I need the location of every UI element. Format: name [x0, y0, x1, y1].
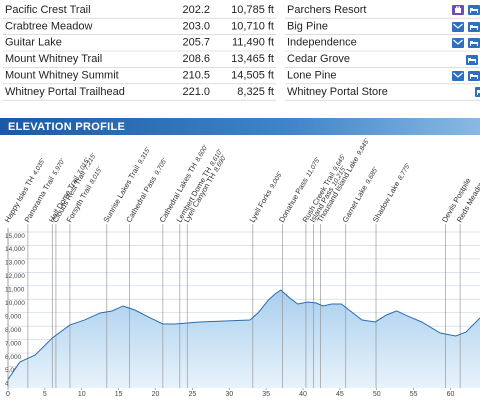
- trail-mile: 210.5: [182, 70, 210, 82]
- trail-name: Guitar Lake: [5, 37, 62, 49]
- trail-elevation: 13,465 ft: [231, 53, 274, 65]
- x-tick-label: 55: [410, 391, 418, 398]
- landmark-elevation: 11,075': [305, 156, 322, 178]
- y-tick-label: 7,000: [5, 340, 22, 347]
- landmark-elevation: 9,845': [356, 137, 371, 157]
- service-town: Independence: [287, 37, 357, 49]
- lodging-icon: [468, 5, 480, 15]
- x-tick-label: 25: [188, 391, 196, 398]
- y-tick-label: 12,000: [5, 273, 25, 280]
- trail-name: Whitney Portal Trailhead: [5, 86, 125, 98]
- landmark-elevation: 9,005': [269, 170, 284, 190]
- y-tick-label: 9,000: [5, 313, 22, 320]
- landmark-elevation: 8,600': [194, 143, 209, 163]
- x-tick-label: 60: [447, 391, 455, 398]
- landmark-elevation: 5,970': [51, 157, 66, 177]
- service-town: Parchers Resort: [287, 4, 366, 16]
- chart-title: ELEVATION PROFILE: [8, 121, 125, 133]
- trail-mile: 208.6: [182, 53, 210, 65]
- trail-name: Mount Whitney Summit: [5, 70, 119, 82]
- landmark-elevation: 8,015': [89, 166, 104, 186]
- landmark-elevation: 9,315': [137, 146, 152, 166]
- x-tick-label: 20: [152, 391, 160, 398]
- trail-elevation: 10,710 ft: [231, 20, 274, 32]
- y-tick-label: 13,000: [5, 260, 25, 267]
- x-tick-label: 45: [336, 391, 344, 398]
- service-town: Big Pine: [287, 20, 328, 32]
- y-tick-label: 8,000: [5, 327, 22, 334]
- trail-name: Crabtree Meadow: [5, 20, 92, 32]
- lodging-icon: [468, 71, 480, 81]
- profile-area: [8, 289, 480, 388]
- lodging-icon: [466, 55, 478, 65]
- profile-line: [7, 289, 480, 380]
- store-icon: [452, 5, 464, 15]
- post-office-icon: [452, 38, 464, 48]
- post-office-icon: [452, 22, 464, 32]
- lodging-icon: [468, 38, 480, 48]
- landmark-elevation: 9,685': [364, 166, 379, 186]
- trail-name: Mount Whitney Trail: [5, 53, 102, 65]
- trail-elevation: 11,490 ft: [232, 37, 274, 49]
- x-tick-label: 5: [43, 391, 47, 398]
- lodging-icon: [475, 87, 480, 97]
- x-tick-label: 40: [299, 391, 307, 398]
- service-town: Whitney Portal Store: [287, 86, 388, 98]
- service-town: Cedar Grove: [287, 53, 350, 65]
- y-tick-label: 10,000: [5, 300, 25, 307]
- post-office-icon: [452, 71, 464, 81]
- landmark-elevation: 9,705': [153, 157, 168, 177]
- x-tick-label: 10: [78, 391, 86, 398]
- trail-elevation: 10,785 ft: [231, 4, 274, 16]
- y-tick-label: 11,000: [5, 287, 25, 294]
- trail-mile: 203.0: [182, 20, 210, 32]
- landmark-name: Garnet Lake: [340, 183, 369, 224]
- trail-mile: 205.7: [182, 37, 210, 49]
- landmark-name: Shadow Lake: [371, 180, 402, 224]
- trail-name: Pacific Crest Trail: [5, 4, 91, 16]
- y-tick-label: 5,000: [5, 367, 22, 374]
- x-tick-label: 0: [6, 391, 10, 398]
- y-tick-label: 6,000: [5, 354, 22, 361]
- section-header-bar: [0, 118, 480, 135]
- trail-mile: 202.2: [182, 4, 210, 16]
- x-tick-label: 30: [225, 391, 233, 398]
- x-tick-label: 50: [373, 391, 381, 398]
- x-tick-label: 15: [115, 391, 123, 398]
- y-tick-label: 15,000: [5, 233, 25, 240]
- trail-elevation: 14,505 ft: [231, 70, 274, 82]
- lodging-icon: [468, 22, 480, 32]
- service-town: Lone Pine: [287, 70, 337, 82]
- landmark-name: Lyell Forks: [248, 188, 274, 224]
- y-tick-label: 14,000: [5, 246, 25, 253]
- trail-elevation: 8,325 ft: [237, 86, 274, 98]
- landmark-elevation: 4,035': [32, 157, 47, 177]
- trail-mile: 221.0: [182, 86, 210, 98]
- landmark-elevation: 8,775': [397, 162, 412, 182]
- x-tick-label: 35: [262, 391, 270, 398]
